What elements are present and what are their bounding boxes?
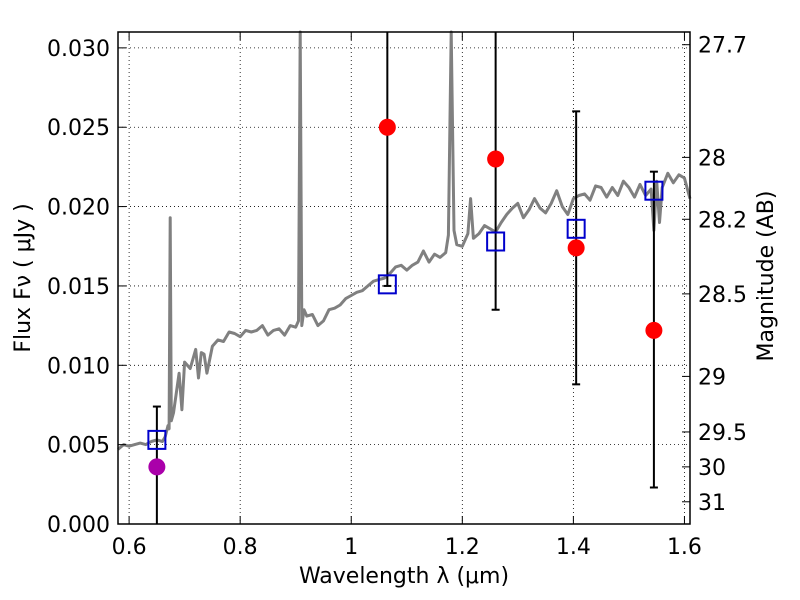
spectrum-line	[117, 30, 692, 451]
y-tick-label: 0.030	[47, 37, 110, 62]
x-tick-label: 1.4	[556, 535, 591, 560]
x-axis-label: Wavelength λ (μm)	[299, 564, 509, 589]
y2-axis-label: Magnitude (AB)	[754, 191, 779, 362]
y-tick-label: 0.000	[47, 513, 110, 538]
y2-tick-label: 29	[698, 365, 726, 390]
x-ticks: 0.6 0.8 1 1.2 1.4 1.6	[112, 32, 702, 560]
plot-frame	[117, 31, 691, 525]
x-tick-label: 1.6	[667, 535, 702, 560]
y2-tick-label: 31	[698, 491, 726, 516]
y2-tick-label: 27.7	[698, 34, 747, 59]
observed-point	[645, 321, 663, 339]
y2-tick-label: 28.5	[698, 283, 747, 308]
x-tick-label: 0.8	[223, 535, 258, 560]
observed-point	[487, 150, 505, 168]
y2-tick-label: 29.5	[698, 421, 747, 446]
y2-tick-label: 28.2	[698, 208, 747, 233]
y-tick-label: 0.025	[47, 116, 110, 141]
y-tick-label: 0.010	[47, 354, 110, 379]
observed-point	[148, 458, 166, 476]
y-tick-label: 0.005	[47, 434, 110, 459]
grid-layer	[118, 32, 690, 525]
observed-point	[567, 239, 585, 257]
y2-tick-label: 30	[698, 456, 726, 481]
model-square-point	[147, 429, 167, 450]
y-tick-label: 0.020	[47, 196, 110, 221]
y-tick-label: 0.015	[47, 275, 110, 300]
x-tick-label: 1	[344, 535, 358, 560]
model-square-point	[566, 218, 586, 239]
marker-layer	[147, 118, 664, 476]
y2-ticks: 27.7 28 28.2 28.5 29 29.5 30 31	[682, 34, 747, 516]
y2-tick-label: 28	[698, 146, 726, 171]
model-square-point	[644, 180, 664, 201]
model-square-point	[486, 231, 506, 252]
model-square-point	[377, 274, 397, 295]
observed-point	[378, 118, 396, 136]
errorbar-layer	[152, 32, 658, 524]
x-tick-label: 1.2	[445, 535, 480, 560]
x-tick-label: 0.6	[112, 535, 147, 560]
spectrum-layer	[117, 30, 692, 451]
y-axis-label: Flux Fν ( μJy )	[11, 203, 36, 352]
y-ticks: 0.000 0.005 0.010 0.015 0.020 0.025 0.030	[47, 37, 126, 538]
